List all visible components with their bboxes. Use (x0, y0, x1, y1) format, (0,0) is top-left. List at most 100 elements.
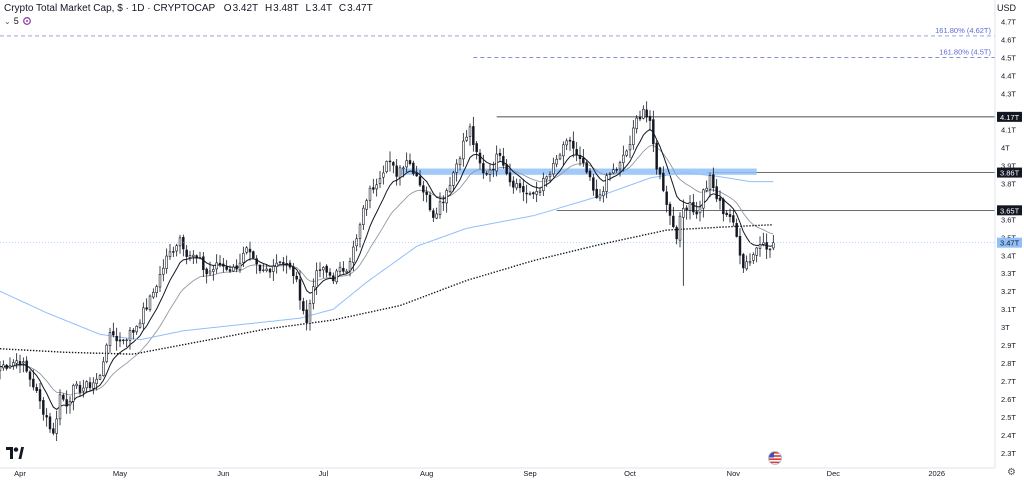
candle (495, 145, 498, 177)
candle-body-up (365, 200, 368, 210)
candle-body-up (642, 108, 645, 119)
candle-body-down (418, 176, 422, 186)
candle-body-up (0, 366, 2, 371)
candle-body-up (55, 418, 58, 434)
candle (655, 140, 658, 175)
candle (325, 264, 328, 278)
us-flag-icon[interactable] (767, 451, 783, 465)
candle (75, 380, 78, 389)
price-tick-label: 4T (1001, 143, 1010, 152)
candle (358, 222, 362, 248)
candle-body-up (352, 246, 355, 263)
candle (58, 389, 62, 426)
candle-body-up (198, 257, 202, 259)
price-level-tag-label: 3.65T (1000, 206, 1020, 215)
candle-body-down (485, 173, 488, 175)
candle (492, 161, 495, 178)
candle (85, 380, 88, 393)
chevron-down-icon[interactable]: ⌄ (4, 16, 11, 26)
candle-body-up (348, 261, 352, 272)
candle-body-up (635, 117, 638, 130)
indicator-count: 5 (13, 16, 19, 26)
candle (182, 234, 185, 257)
candle-body-up (178, 237, 182, 247)
candle (402, 165, 405, 178)
levels-layer: 161.80% (4.62T) 161.80% (4.5T) (0, 26, 995, 211)
candle (412, 160, 415, 176)
candle (382, 165, 385, 185)
candle-body-up (175, 245, 178, 252)
candle-body-up (698, 206, 702, 214)
ohlc-close-key: C (338, 3, 347, 14)
candle (418, 170, 422, 188)
candle (442, 195, 445, 211)
candle-body-down (255, 258, 258, 265)
symbol-title[interactable]: Crypto Total Market Cap, $ · 1D · CRYPTO… (4, 3, 216, 14)
candle-body-up (705, 187, 708, 191)
candle-body-down (132, 329, 135, 333)
candle (452, 170, 455, 192)
currency-selector[interactable]: USD (996, 3, 1016, 13)
candle-body-down (645, 109, 648, 118)
candle-body-down (482, 163, 485, 174)
candle-body-down (122, 339, 125, 342)
candle (35, 383, 38, 393)
price-level-tag-label: 3.86T (1000, 169, 1020, 178)
candle-body-up (162, 267, 165, 275)
candle (762, 232, 765, 247)
candle-body-down (428, 194, 432, 211)
candle (498, 148, 502, 162)
candle-body-down (672, 215, 675, 228)
candle-body-down (305, 309, 308, 323)
candle (278, 260, 282, 265)
candle-body-down (288, 262, 292, 268)
price-tick-label: 3.1T (1001, 305, 1016, 314)
price-tick-label: 3.6T (1001, 215, 1016, 224)
indicator-toggle[interactable]: ⌄ 5 (4, 16, 32, 26)
candle (25, 356, 28, 373)
price-level-tag-bg (997, 205, 1022, 216)
candle (95, 373, 98, 391)
candle-body-up (402, 167, 405, 170)
candle (525, 184, 528, 204)
indicator-icon[interactable] (22, 16, 32, 26)
candles-layer (0, 101, 775, 442)
candle (468, 123, 472, 146)
candle-body-down (718, 197, 722, 201)
candle (678, 212, 682, 248)
candle (648, 110, 652, 130)
chart-header: Crypto Total Market Cap, $ · 1D · CRYPTO… (4, 3, 377, 14)
candle-body-down (218, 262, 222, 266)
candle-body-down (735, 223, 738, 237)
candle (335, 268, 338, 285)
gear-icon[interactable]: ⚙ (1007, 467, 1016, 478)
candle (42, 397, 45, 421)
candle-body-down (665, 191, 668, 205)
candle (172, 246, 175, 258)
candle-body-down (692, 202, 695, 213)
price-level-tag: 3.65T (997, 205, 1022, 216)
candle (38, 383, 42, 409)
candle-body-up (438, 201, 442, 215)
candle-body-up (678, 215, 682, 241)
candle-body-up (322, 267, 325, 271)
candle-body-down (252, 251, 255, 259)
candle (538, 187, 542, 196)
candle (388, 151, 392, 172)
candle (448, 176, 452, 194)
price-tick-label: 4.5T (1001, 54, 1016, 63)
candle (165, 248, 168, 274)
price-tick-label: 2.7T (1001, 377, 1016, 386)
candle-body-down (292, 266, 295, 277)
candle-body-up (95, 378, 98, 384)
candle-body-up (462, 140, 465, 160)
candle-body-up (12, 362, 15, 367)
candle-body-down (742, 254, 745, 269)
tradingview-logo-icon[interactable] (6, 447, 24, 459)
time-tick-label: Apr (14, 469, 26, 478)
candle-body-up (538, 190, 542, 193)
candle (15, 353, 18, 369)
candle-body-up (565, 140, 568, 146)
